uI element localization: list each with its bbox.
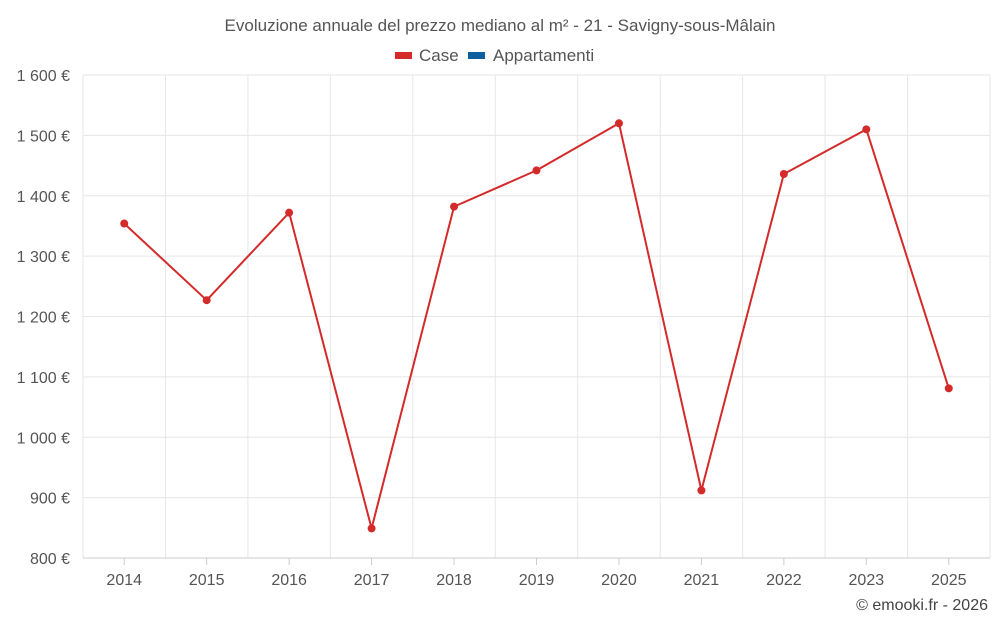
data-point-case[interactable] [202, 296, 211, 305]
data-point-case[interactable] [779, 170, 788, 179]
data-point-case[interactable] [120, 219, 129, 228]
grid [82, 74, 991, 558]
y-tick-label: 900 € [30, 491, 70, 508]
data-point-case[interactable] [944, 384, 953, 393]
legend-swatch-appartamenti [468, 52, 485, 59]
y-tick-label: 1 000 € [17, 430, 70, 447]
y-tick-label: 1 600 € [17, 68, 70, 85]
x-tick-label: 2021 [684, 572, 720, 589]
legend-label-case: Case [419, 46, 459, 65]
legend-item-case[interactable]: Case [395, 46, 459, 65]
y-tick-label: 1 400 € [17, 189, 70, 206]
series-case [120, 119, 953, 533]
x-tick-label: 2015 [189, 572, 225, 589]
data-point-case[interactable] [862, 125, 871, 134]
legend-label-appartamenti: Appartamenti [493, 46, 594, 65]
legend-swatch-case [395, 52, 412, 59]
legend: Case Appartamenti [395, 46, 594, 65]
y-tick-label: 1 300 € [17, 249, 70, 266]
data-point-case[interactable] [614, 119, 623, 128]
y-tick-label: 1 500 € [17, 128, 70, 145]
x-tick-label: 2025 [931, 572, 967, 589]
x-tick-label: 2016 [271, 572, 307, 589]
y-tick-label: 1 200 € [17, 310, 70, 327]
axes: 800 € 900 € 1 000 € 1 100 € 1 200 € 1 300 € 1 … [17, 68, 990, 589]
y-tick-label: 800 € [30, 551, 70, 568]
data-point-case[interactable] [285, 208, 294, 217]
x-tick-label: 2018 [436, 572, 472, 589]
data-point-case[interactable] [367, 524, 376, 533]
y-tick-label: 1 100 € [17, 370, 70, 387]
x-tick-label: 2022 [766, 572, 802, 589]
credit-text: © emooki.fr - 2026 [856, 597, 988, 614]
data-point-case[interactable] [532, 166, 541, 175]
x-tick-label: 2023 [849, 572, 885, 589]
legend-item-appartamenti[interactable]: Appartamenti [468, 46, 594, 65]
data-point-case[interactable] [450, 202, 459, 211]
x-tick-label: 2020 [601, 572, 637, 589]
chart-title: Evoluzione annuale del prezzo mediano al… [225, 16, 776, 35]
x-tick-label: 2017 [354, 572, 390, 589]
x-tick-label: 2019 [519, 572, 555, 589]
data-point-case[interactable] [697, 486, 706, 495]
x-tick-label: 2014 [106, 572, 142, 589]
